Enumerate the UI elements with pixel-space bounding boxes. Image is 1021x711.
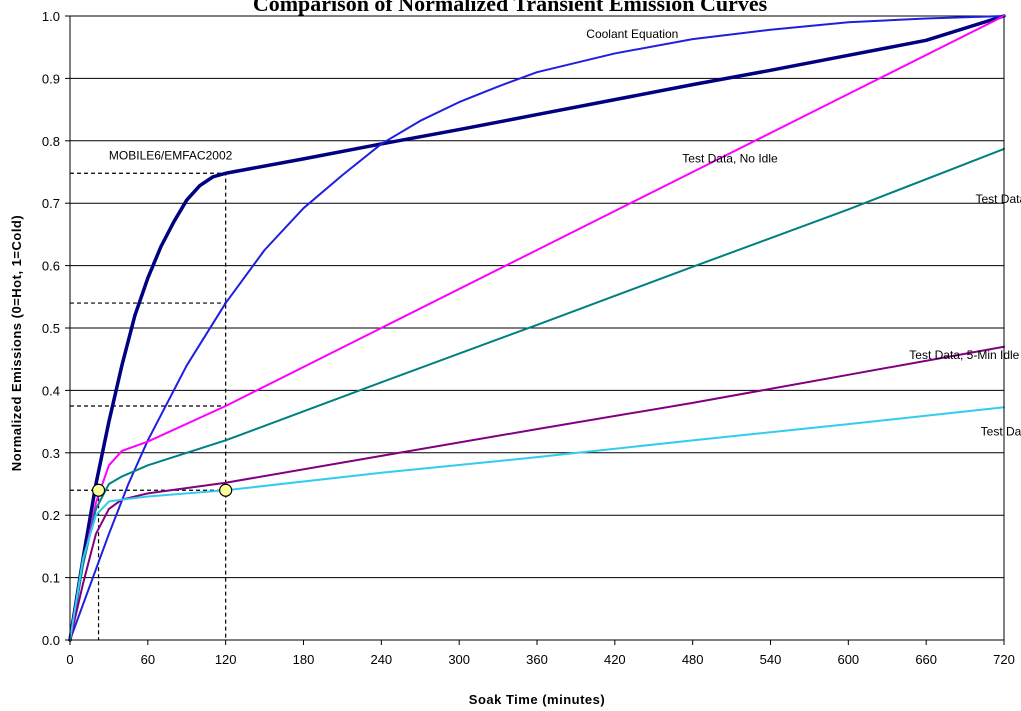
series-line-coolant-equation <box>69 15 1005 641</box>
series-line-mobile6-emfac2002 <box>68 14 1006 642</box>
x-tick-label: 300 <box>448 652 470 667</box>
data-point-marker <box>219 483 233 497</box>
reference-dashed-line <box>70 172 227 640</box>
x-tick-label: 600 <box>837 652 859 667</box>
y-tick-label: 0.2 <box>42 508 60 523</box>
x-tick-label: 0 <box>66 652 73 667</box>
x-tick-labels: 0 60 120 180 240 300 360 420 480 540 600 660 720 <box>66 652 1014 667</box>
annotation-coolant-equation: Coolant Equation <box>586 27 678 41</box>
x-tick-label: 480 <box>682 652 704 667</box>
annotation-test-data-10-min-idle: Test Data, 10-Min Idle <box>981 424 1021 438</box>
y-tick-label: 0.0 <box>42 633 60 648</box>
y-tick-label: 1.0 <box>42 9 60 24</box>
x-tick-label: 360 <box>526 652 548 667</box>
x-axis-title: Soak Time (minutes) <box>469 692 605 707</box>
y-tick-label: 0.9 <box>42 71 60 86</box>
x-tick-label: 240 <box>370 652 392 667</box>
y-axis-title: Normalized Emissions (0=Hot, 1=Cold) <box>9 215 24 471</box>
y-tick-label: 0.1 <box>42 571 60 586</box>
y-tick-label: 0.4 <box>42 383 60 398</box>
x-tick-label: 660 <box>915 652 937 667</box>
y-tick-label: 0.6 <box>42 259 60 274</box>
x-tick-label: 420 <box>604 652 626 667</box>
y-tick-labels: 0.0 0.1 0.2 0.3 0.4 0.5 0.6 0.7 0.8 0.9 1.0 <box>42 9 60 648</box>
x-tick-label: 720 <box>993 652 1015 667</box>
reference-lines <box>70 172 227 640</box>
series-line-test-data-no-idle <box>69 15 1005 641</box>
y-tick-label: 0.5 <box>42 321 60 336</box>
data-point-marker <box>91 483 106 497</box>
point-markers <box>91 483 233 497</box>
series-annotations: MOBILE6/EMFAC2002 Coolant Equation Test Da… <box>109 27 1021 438</box>
y-tick-label: 0.3 <box>42 446 60 461</box>
annotation-test-data-no-idle: Test Data, No Idle <box>682 152 778 166</box>
series-line-test-data-5-min-idle <box>69 345 1005 641</box>
series-line-test-data-10-min-idle <box>69 406 1005 641</box>
annotation-test-data-2-min-idle: Test Data, 2-Min Idle <box>975 192 1021 206</box>
x-tick-label: 180 <box>293 652 315 667</box>
x-tick-label: 60 <box>141 652 155 667</box>
axes <box>65 15 1005 645</box>
y-tick-label: 0.8 <box>42 134 60 149</box>
x-tick-label: 540 <box>760 652 782 667</box>
x-tick-label: 120 <box>215 652 237 667</box>
series-lines <box>68 14 1006 642</box>
series-line-test-data-2-min-idle <box>69 147 1005 641</box>
y-tick-label: 0.7 <box>42 196 60 211</box>
annotation-mobile6-emfac2002: MOBILE6/EMFAC2002 <box>109 149 233 163</box>
annotation-test-data-5-min-idle: Test Data, 5-Min Idle <box>909 348 1019 362</box>
chart-title: Comparison of Normalized Transient Emiss… <box>253 0 768 16</box>
